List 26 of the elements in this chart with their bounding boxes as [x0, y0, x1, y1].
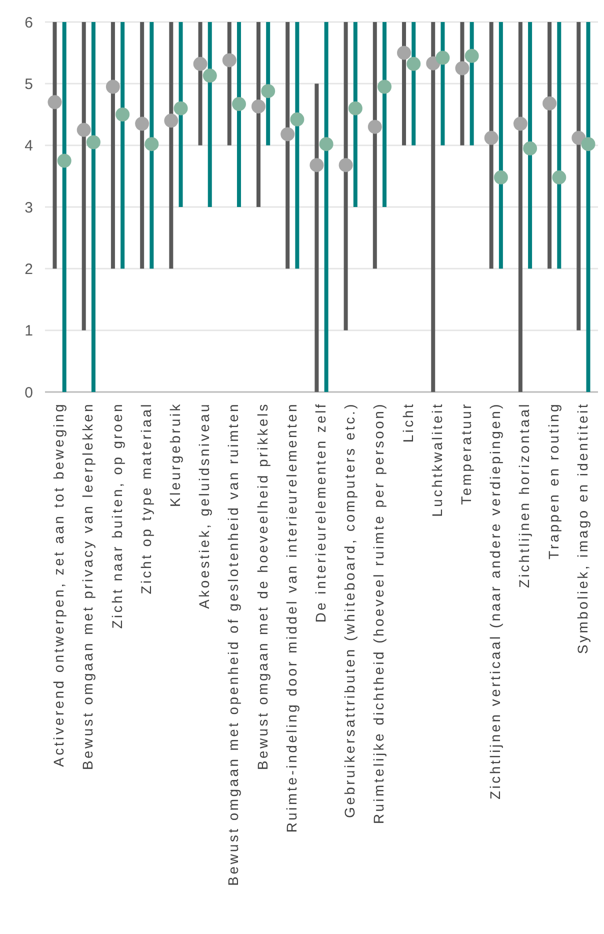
x-tick-label: Temperatuur	[458, 402, 474, 505]
x-tick-label: Bewust omgaan met privacy van leerplekken	[80, 402, 96, 770]
x-tick-label: Gebruikersattributen (whiteboard, computers etc.)	[342, 402, 358, 818]
y-tick-label: 4	[24, 138, 33, 155]
x-tick-label: Zichtlijnen horizontaal	[516, 402, 532, 588]
x-tick-label: Trappen en routing	[545, 402, 562, 560]
x-tick-label: Akoestiek, geluidsniveau	[196, 402, 212, 609]
y-tick-label: 3	[24, 199, 33, 216]
y-tick-label: 2	[24, 260, 33, 278]
x-tick-label: Zichtlijnen verticaal (naar andere verdiepingen)	[487, 402, 504, 800]
x-tick-label: Zicht naar buiten, op groen	[108, 402, 125, 629]
x-tick-label: Activerend ontwerpen, zet aan tot beweging	[50, 402, 67, 767]
x-tick-label: Ruimtelijke dichtheid (hoeveel ruimte per persoon)	[370, 402, 387, 824]
x-tick-label: Luchtkwaliteit	[428, 402, 445, 517]
x-tick-label: Bewust omgaan met openheid of geslotenheid van ruimten	[225, 402, 242, 886]
x-tick-label: Bewust omgaan met de hoeveelheid prikkels	[254, 402, 270, 770]
y-tick-label: 5	[24, 76, 33, 93]
y-tick-label: 1	[24, 322, 33, 340]
y-tick-label: 6	[24, 14, 33, 32]
x-tick-label: De interieurelementen zelf	[312, 402, 328, 623]
y-tick-label: 0	[24, 384, 33, 402]
x-tick-label: Symboliek, imago en identiteit	[574, 402, 590, 654]
x-tick-label: Kleurgebruik	[166, 402, 183, 507]
x-tick-label: Zicht op type materiaal	[138, 402, 154, 594]
x-tick-label: Ruimte-indeling door middel van interieurelementen	[283, 402, 300, 833]
x-tick-label: Licht	[400, 402, 416, 443]
